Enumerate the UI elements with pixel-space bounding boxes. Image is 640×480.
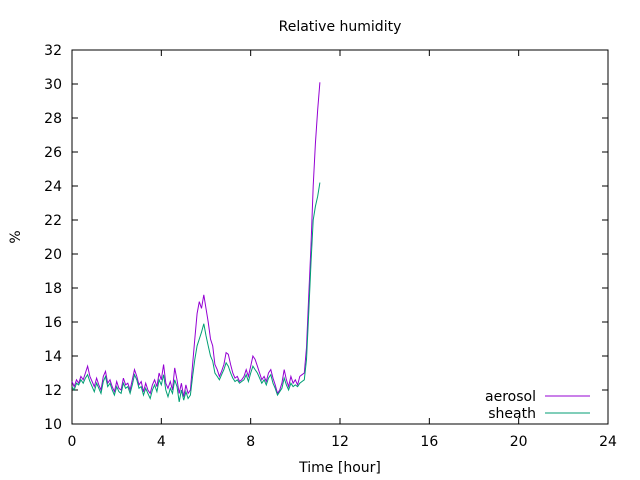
legend-label-aerosol: aerosol — [485, 389, 536, 405]
x-tick-label: 8 — [246, 434, 255, 450]
chart-title: Relative humidity — [279, 19, 402, 35]
y-tick-label: 18 — [44, 281, 62, 297]
y-tick-label: 24 — [44, 179, 62, 195]
x-tick-label: 24 — [599, 434, 617, 450]
y-tick-label: 10 — [44, 417, 62, 433]
x-tick-label: 0 — [68, 434, 77, 450]
y-tick-label: 20 — [44, 247, 62, 263]
x-tick-label: 20 — [510, 434, 528, 450]
y-tick-label: 32 — [44, 43, 62, 59]
x-axis-label: Time [hour] — [298, 460, 381, 476]
y-tick-label: 26 — [44, 145, 62, 161]
x-tick-label: 16 — [420, 434, 438, 450]
y-tick-label: 28 — [44, 111, 62, 127]
y-tick-label: 14 — [44, 349, 62, 365]
legend-label-sheath: sheath — [488, 406, 536, 422]
y-axis-label: % — [8, 230, 24, 243]
plot-frame — [71, 49, 609, 425]
y-tick-label: 12 — [44, 383, 62, 399]
series-line-aerosol — [71, 82, 321, 397]
y-tick-label: 16 — [44, 315, 62, 331]
x-tick-label: 4 — [157, 434, 166, 450]
y-tick-label: 22 — [44, 213, 62, 229]
series-line-sheath — [71, 182, 321, 402]
x-tick-label: 12 — [331, 434, 349, 450]
y-tick-label: 30 — [44, 77, 62, 93]
